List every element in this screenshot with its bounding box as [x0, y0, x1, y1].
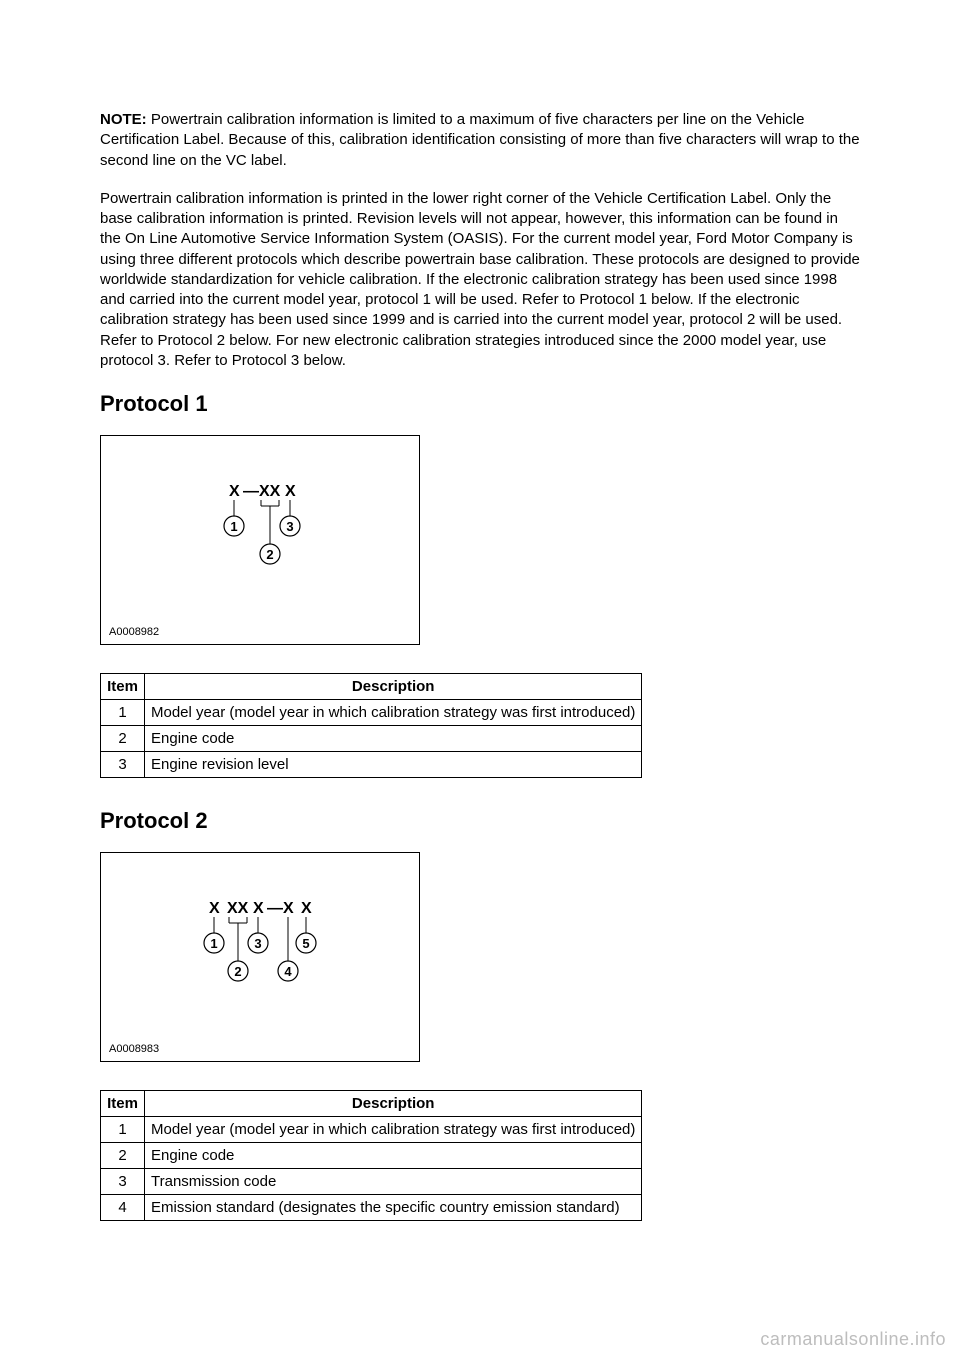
desc-cell: Model year (model year in which calibrat…	[145, 700, 642, 726]
svg-text:2: 2	[234, 964, 241, 979]
note-text: Powertrain calibration information is li…	[100, 111, 860, 169]
protocol1-diagram-svg: X — XX X 1 3 2	[101, 436, 421, 636]
svg-text:4: 4	[284, 964, 292, 979]
item-cell: 3	[101, 752, 145, 778]
protocol1-table: Item Description 1 Model year (model yea…	[100, 673, 642, 778]
svg-text:2: 2	[266, 547, 273, 562]
table-row: 4 Emission standard (designates the spec…	[101, 1195, 642, 1221]
svg-text:XX: XX	[227, 900, 249, 917]
col-item-header: Item	[101, 674, 145, 700]
table-header-row: Item Description	[101, 674, 642, 700]
svg-text:X: X	[229, 483, 240, 500]
desc-cell: Engine code	[145, 1143, 642, 1169]
svg-text:5: 5	[302, 936, 309, 951]
note-paragraph: NOTE: Powertrain calibration information…	[100, 110, 860, 171]
intro-paragraph: Powertrain calibration information is pr…	[100, 189, 860, 371]
desc-cell: Transmission code	[145, 1169, 642, 1195]
table-row: 3 Engine revision level	[101, 752, 642, 778]
item-cell: 4	[101, 1195, 145, 1221]
svg-text:X: X	[301, 900, 312, 917]
svg-text:3: 3	[254, 936, 261, 951]
item-cell: 2	[101, 726, 145, 752]
svg-text:X: X	[253, 900, 264, 917]
table-row: 3 Transmission code	[101, 1169, 642, 1195]
protocol1-heading: Protocol 1	[100, 391, 860, 417]
svg-text:—: —	[243, 483, 259, 500]
col-item-header: Item	[101, 1091, 145, 1117]
table-row: 1 Model year (model year in which calibr…	[101, 1117, 642, 1143]
table-row: 2 Engine code	[101, 726, 642, 752]
protocol2-diagram: X XX X — X X 1 3	[100, 852, 420, 1062]
item-cell: 2	[101, 1143, 145, 1169]
item-cell: 1	[101, 1117, 145, 1143]
protocol2-diagram-svg: X XX X — X X 1 3	[101, 853, 421, 1053]
protocol2-table: Item Description 1 Model year (model yea…	[100, 1090, 642, 1221]
desc-cell: Model year (model year in which calibrat…	[145, 1117, 642, 1143]
item-cell: 3	[101, 1169, 145, 1195]
protocol2-diagram-id: A0008983	[109, 1043, 159, 1055]
protocol1-diagram-id: A0008982	[109, 626, 159, 638]
desc-cell: Emission standard (designates the specif…	[145, 1195, 642, 1221]
svg-text:1: 1	[210, 936, 217, 951]
svg-text:1: 1	[230, 519, 237, 534]
desc-cell: Engine code	[145, 726, 642, 752]
protocol1-diagram: X — XX X 1 3 2 A0008982	[100, 435, 420, 645]
watermark-text: carmanualsonline.info	[760, 1329, 946, 1350]
svg-text:X: X	[209, 900, 220, 917]
table-header-row: Item Description	[101, 1091, 642, 1117]
col-desc-header: Description	[145, 1091, 642, 1117]
item-cell: 1	[101, 700, 145, 726]
col-desc-header: Description	[145, 674, 642, 700]
svg-text:X: X	[285, 483, 296, 500]
desc-cell: Engine revision level	[145, 752, 642, 778]
svg-text:XX: XX	[259, 483, 281, 500]
svg-text:—: —	[267, 900, 283, 917]
table-row: 1 Model year (model year in which calibr…	[101, 700, 642, 726]
svg-text:3: 3	[286, 519, 293, 534]
document-page: NOTE: Powertrain calibration information…	[0, 0, 960, 1358]
note-label: NOTE:	[100, 111, 147, 128]
protocol2-heading: Protocol 2	[100, 808, 860, 834]
table-row: 2 Engine code	[101, 1143, 642, 1169]
svg-text:X: X	[283, 900, 294, 917]
